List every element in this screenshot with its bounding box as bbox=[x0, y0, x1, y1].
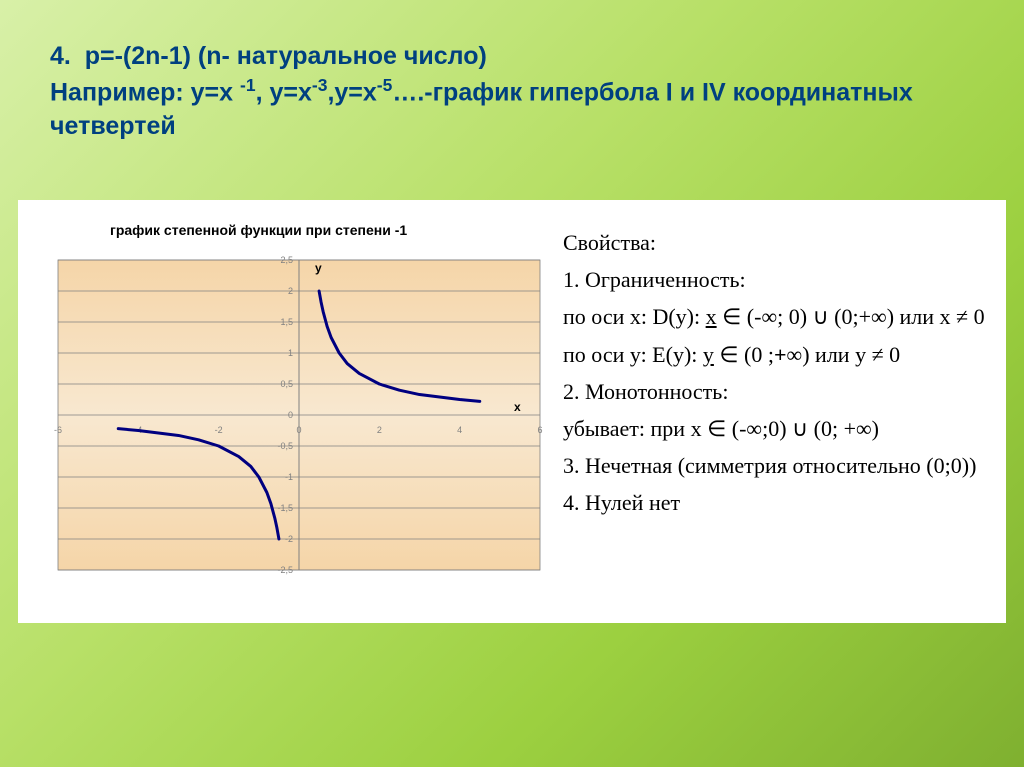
chart-title: график степенной функции при степени -1 bbox=[110, 222, 407, 238]
prop-heading: Свойства: bbox=[563, 225, 1008, 260]
content-panel: график степенной функции при степени -1 … bbox=[18, 200, 1006, 623]
svg-text:-0,5: -0,5 bbox=[277, 441, 293, 451]
prop-3: 3. Нечетная (симметрия относительно (0;0… bbox=[563, 448, 1008, 483]
svg-text:y: y bbox=[315, 261, 322, 275]
prop-1-line2: по оси у: E(y): y ∈ (0 ;+∞) или у ≠ 0 bbox=[563, 337, 1008, 372]
slide-title: 4. p=-(2n-1) (n- натуральное число)Напри… bbox=[0, 0, 1024, 164]
svg-text:1,5: 1,5 bbox=[280, 317, 293, 327]
svg-text:0: 0 bbox=[288, 410, 293, 420]
chart-svg: -2,5-2-1,5-1-0,500,511,522,5-6-4-20246yx bbox=[18, 252, 558, 602]
prop-1-label: 1. Ограниченность: bbox=[563, 262, 1008, 297]
prop-1-line1: по оси х: D(y): x ∈ (-∞; 0) ∪ (0;+∞) или… bbox=[563, 299, 1008, 334]
prop-4: 4. Нулей нет bbox=[563, 485, 1008, 520]
svg-text:0,5: 0,5 bbox=[280, 379, 293, 389]
svg-text:x: x bbox=[514, 400, 521, 414]
svg-text:2: 2 bbox=[288, 286, 293, 296]
svg-text:-2: -2 bbox=[215, 425, 223, 435]
svg-text:-1,5: -1,5 bbox=[277, 503, 293, 513]
svg-text:-2: -2 bbox=[285, 534, 293, 544]
svg-text:1: 1 bbox=[288, 348, 293, 358]
chart-area: -2,5-2-1,5-1-0,500,511,522,5-6-4-20246yx bbox=[18, 252, 558, 602]
svg-text:-1: -1 bbox=[285, 472, 293, 482]
prop-2-line1: убывает: при х ∈ (-∞;0) ∪ (0; +∞) bbox=[563, 411, 1008, 446]
prop-2-label: 2. Монотонность: bbox=[563, 374, 1008, 409]
properties-block: Свойства: 1. Ограниченность: по оси х: D… bbox=[563, 225, 1008, 523]
svg-text:4: 4 bbox=[457, 425, 462, 435]
svg-text:0: 0 bbox=[296, 425, 301, 435]
svg-text:2: 2 bbox=[377, 425, 382, 435]
